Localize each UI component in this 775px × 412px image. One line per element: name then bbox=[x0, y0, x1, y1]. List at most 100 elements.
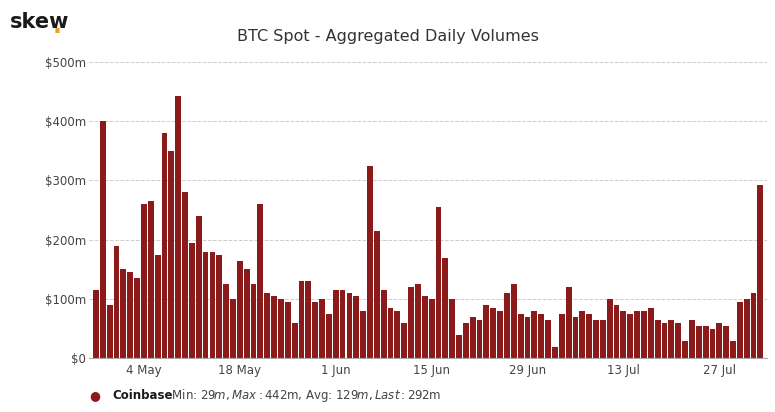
Bar bbox=[443, 258, 448, 358]
Bar bbox=[648, 308, 654, 358]
Bar bbox=[689, 320, 695, 358]
Bar bbox=[168, 151, 174, 358]
Bar bbox=[545, 320, 551, 358]
Bar bbox=[394, 311, 400, 358]
Bar bbox=[312, 302, 318, 358]
Bar bbox=[449, 299, 455, 358]
Bar bbox=[401, 323, 407, 358]
Bar bbox=[100, 121, 105, 358]
Bar bbox=[319, 299, 325, 358]
Bar bbox=[223, 284, 229, 358]
Bar bbox=[155, 255, 160, 358]
Bar bbox=[682, 341, 688, 358]
Bar bbox=[388, 308, 394, 358]
Bar bbox=[655, 320, 660, 358]
Bar bbox=[573, 317, 578, 358]
Bar bbox=[250, 284, 257, 358]
Bar bbox=[730, 341, 736, 358]
Bar bbox=[408, 287, 414, 358]
Bar bbox=[456, 335, 462, 358]
Bar bbox=[216, 255, 222, 358]
Bar bbox=[196, 216, 202, 358]
Bar bbox=[182, 192, 188, 358]
Bar bbox=[744, 299, 749, 358]
Bar bbox=[675, 323, 681, 358]
Bar bbox=[134, 279, 140, 358]
Bar bbox=[463, 323, 469, 358]
Bar bbox=[634, 311, 640, 358]
Bar bbox=[346, 293, 353, 358]
Bar bbox=[381, 290, 387, 358]
Bar bbox=[484, 305, 489, 358]
Bar bbox=[114, 246, 119, 358]
Bar bbox=[278, 299, 284, 358]
Bar bbox=[264, 293, 270, 358]
Bar bbox=[202, 252, 208, 358]
Bar bbox=[422, 296, 428, 358]
Bar bbox=[470, 317, 476, 358]
Bar bbox=[716, 323, 722, 358]
Text: BTC Spot - Aggregated Daily Volumes: BTC Spot - Aggregated Daily Volumes bbox=[236, 29, 539, 44]
Bar bbox=[237, 260, 243, 358]
Bar bbox=[127, 272, 133, 358]
Bar bbox=[518, 314, 524, 358]
Bar bbox=[532, 311, 537, 358]
Text: Min: $29m, Max: $442m, Avg: $129m, Last: $292m: Min: $29m, Max: $442m, Avg: $129m, Last:… bbox=[168, 387, 442, 404]
Bar bbox=[710, 329, 715, 358]
Text: .: . bbox=[53, 14, 61, 38]
Bar bbox=[107, 305, 112, 358]
Bar bbox=[614, 305, 619, 358]
Bar bbox=[593, 320, 599, 358]
Bar bbox=[189, 243, 195, 358]
Bar bbox=[415, 284, 421, 358]
Bar bbox=[175, 96, 181, 358]
Bar bbox=[737, 302, 742, 358]
Bar bbox=[607, 299, 612, 358]
Bar bbox=[291, 323, 298, 358]
Bar bbox=[436, 207, 442, 358]
Bar bbox=[374, 231, 380, 358]
Bar bbox=[298, 281, 305, 358]
Bar bbox=[148, 201, 153, 358]
Bar bbox=[566, 287, 571, 358]
Bar bbox=[161, 133, 167, 358]
Bar bbox=[757, 185, 763, 358]
Bar bbox=[504, 293, 510, 358]
Bar bbox=[539, 314, 544, 358]
Bar bbox=[209, 252, 215, 358]
Bar bbox=[580, 311, 585, 358]
Bar bbox=[120, 269, 126, 358]
Bar bbox=[552, 346, 558, 358]
Bar bbox=[627, 314, 633, 358]
Bar bbox=[332, 290, 339, 358]
Bar bbox=[621, 311, 626, 358]
Bar bbox=[93, 290, 99, 358]
Text: skew: skew bbox=[10, 12, 70, 33]
Bar bbox=[669, 320, 674, 358]
Bar bbox=[353, 296, 359, 358]
Bar bbox=[641, 311, 647, 358]
Text: ●: ● bbox=[89, 389, 100, 402]
Bar bbox=[498, 311, 503, 358]
Bar bbox=[360, 311, 366, 358]
Bar bbox=[662, 323, 667, 358]
Bar bbox=[230, 299, 236, 358]
Bar bbox=[477, 320, 483, 358]
Bar bbox=[305, 281, 312, 358]
Bar bbox=[285, 302, 291, 358]
Bar bbox=[586, 314, 592, 358]
Bar bbox=[257, 204, 264, 358]
Bar bbox=[703, 326, 708, 358]
Bar bbox=[244, 269, 250, 358]
Bar bbox=[525, 317, 530, 358]
Bar bbox=[511, 284, 517, 358]
Bar bbox=[326, 314, 332, 358]
Bar bbox=[271, 296, 277, 358]
Text: Coinbase: Coinbase bbox=[112, 389, 173, 402]
Bar bbox=[491, 308, 496, 358]
Bar bbox=[600, 320, 606, 358]
Bar bbox=[367, 166, 373, 358]
Bar bbox=[751, 293, 756, 358]
Bar bbox=[141, 204, 146, 358]
Bar bbox=[559, 314, 565, 358]
